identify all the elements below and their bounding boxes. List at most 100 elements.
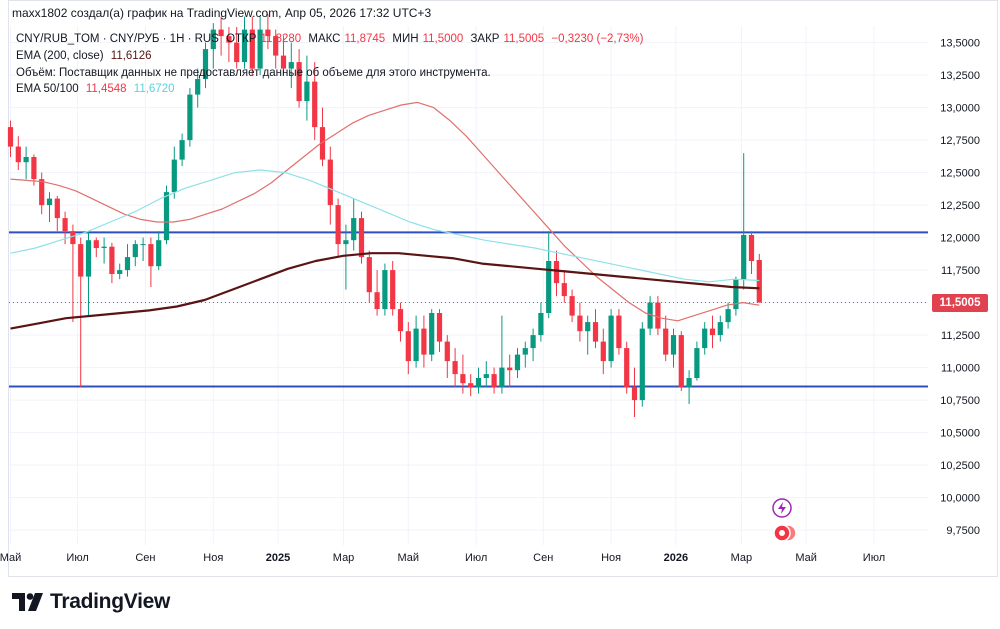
candle-body (343, 240, 349, 245)
volume-note: Объём: Поставщик данных не предоставляет… (16, 67, 491, 79)
flash-event-icon[interactable] (772, 498, 792, 523)
ema50-100-legend[interactable]: EMA 50/100 11,4548 11,6720 (16, 83, 179, 95)
candle-body (257, 29, 263, 69)
candle-body (499, 367, 505, 388)
candle-body (226, 36, 232, 43)
candle (491, 367, 497, 394)
y-tick-label: 10,0000 (940, 493, 980, 505)
open-label: ОТКР (226, 33, 257, 45)
candle-body (382, 270, 388, 310)
candle (78, 237, 84, 388)
candle-body (7, 127, 14, 147)
candle (140, 237, 146, 261)
candle (273, 29, 279, 69)
candle-body (218, 29, 224, 37)
candle-body (460, 374, 466, 384)
dividends-event-icon[interactable] (770, 522, 800, 549)
candles (7, 14, 762, 417)
ema50-100-label[interactable]: EMA 50/100 (16, 83, 79, 95)
candle-body (429, 313, 435, 355)
candle-body (366, 257, 372, 293)
candle-body (15, 146, 21, 163)
candle (39, 172, 45, 215)
symbol-name[interactable]: CNY/RUB_TOM · CNY/РУБ · 1Н · RUS (16, 33, 219, 45)
candle-body (296, 62, 302, 102)
horizontal-lines[interactable] (9, 231, 928, 388)
symbol-legend[interactable]: CNY/RUB_TOM · CNY/РУБ · 1Н · RUS ОТКР 11,… (16, 33, 647, 45)
candle-body (546, 261, 552, 313)
x-tick-label: Сен (533, 552, 553, 564)
candle-body (538, 313, 544, 336)
candle (709, 315, 716, 349)
candle (561, 270, 567, 303)
ema200-value: 11,6126 (110, 50, 152, 62)
candle (132, 240, 138, 267)
candle-body (475, 378, 482, 388)
candle (70, 224, 76, 323)
candle (358, 211, 365, 264)
candle-body (195, 79, 201, 95)
candle (366, 250, 372, 303)
ema200-legend[interactable]: EMA (200, close) 11,6126 (16, 50, 156, 62)
candle (538, 302, 544, 342)
x-tick-label: Май (0, 552, 21, 564)
candle-body (748, 235, 755, 261)
candle (202, 42, 209, 89)
candle (475, 367, 482, 394)
ema200-label[interactable]: EMA (200, close) (16, 50, 104, 62)
candle-body (663, 328, 669, 355)
candle (444, 335, 450, 378)
ema200-line (10, 252, 760, 330)
candle (569, 289, 575, 323)
candle-body (109, 246, 115, 274)
y-tick-label: 11,0000 (941, 363, 980, 375)
last-price-tag: 11,5005 (932, 293, 988, 312)
candle-body (273, 36, 279, 56)
candle-body (608, 315, 614, 362)
candle (756, 253, 762, 303)
x-tick-label: 2026 (664, 552, 688, 564)
candle (436, 309, 443, 352)
candle (639, 322, 645, 407)
candle (616, 309, 622, 355)
ema50-value: 11,4548 (85, 83, 127, 95)
candle-body (483, 374, 489, 378)
x-axis[interactable]: Май Июл Сен Ноя 2025 Мар Май Июл Сен Ноя 2026 Мар Ма… (0, 552, 885, 564)
candle (382, 263, 388, 316)
candle (187, 88, 193, 147)
x-tick-label: Мар (333, 552, 355, 564)
candle (46, 192, 53, 222)
x-tick-label: Май (795, 552, 817, 564)
candle-body (351, 218, 357, 241)
candle-body (148, 244, 154, 267)
candle-body (78, 244, 84, 277)
candle (195, 68, 201, 108)
candle-body (288, 62, 294, 69)
high-label: МАКС (308, 33, 341, 45)
high-value: 11,8745 (344, 33, 386, 45)
candle (507, 354, 513, 388)
candle (514, 348, 521, 378)
candle (319, 107, 326, 167)
candle (249, 16, 255, 76)
candle (647, 296, 653, 336)
candle (546, 231, 552, 319)
ema50-line (10, 101, 760, 322)
grid (9, 26, 928, 545)
candle-body (507, 367, 513, 371)
candle (694, 341, 700, 381)
candle-body (156, 240, 162, 267)
candle-body (23, 157, 29, 163)
candle-body (631, 387, 638, 401)
candle (374, 270, 380, 316)
y-tick-label: 9,7500 (946, 525, 980, 537)
candle-body (70, 231, 76, 245)
candle-body (249, 29, 255, 69)
candle-body (709, 328, 716, 336)
candle-body (327, 159, 333, 206)
y-axis[interactable]: 13,5000 13,2500 13,0000 12,7500 12,5000 12,25… (940, 38, 980, 537)
tradingview-logo[interactable]: TradingView (12, 590, 170, 614)
candle-body (390, 270, 396, 310)
y-tick-label: 13,5000 (940, 38, 980, 50)
